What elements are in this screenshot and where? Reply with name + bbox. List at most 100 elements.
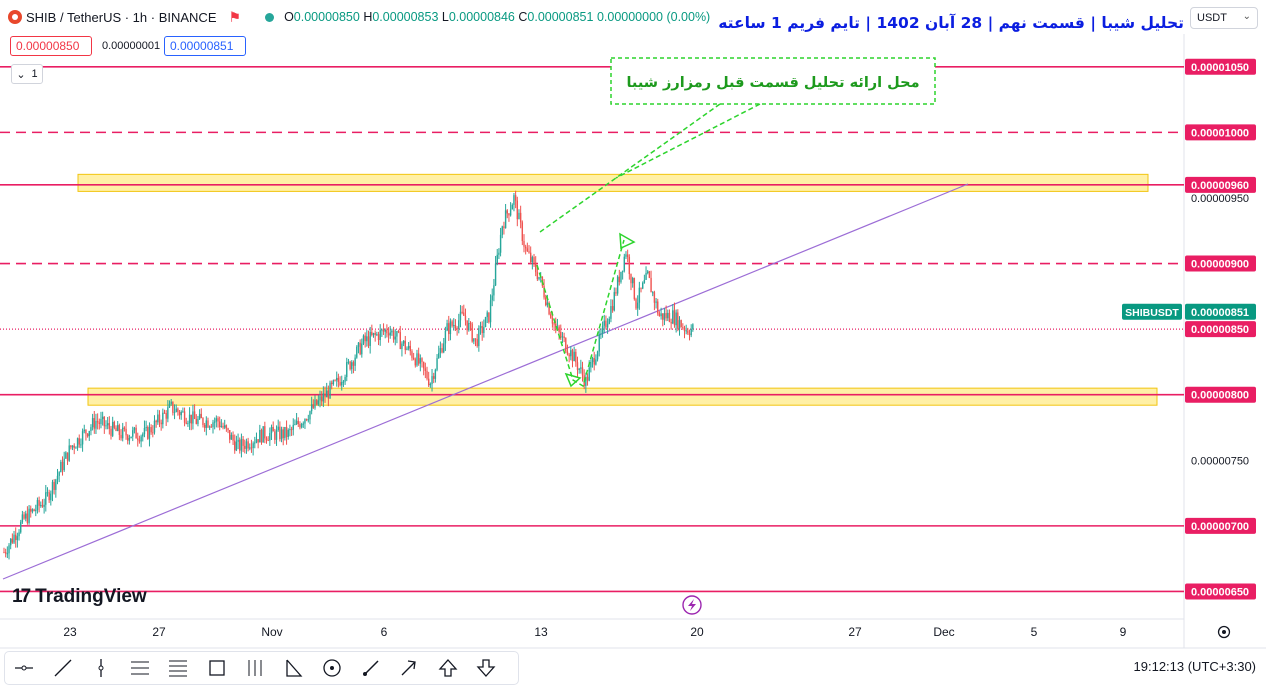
candle [675,309,677,333]
candle [647,269,649,275]
candle [274,428,276,444]
candle [563,332,565,343]
candle [38,496,40,513]
candle [568,352,570,363]
candle [245,438,248,454]
candle [322,386,325,408]
candle [280,426,283,443]
candle [230,432,233,440]
candle [327,385,330,407]
triangle-pattern-icon[interactable] [275,653,314,683]
arrow-down-icon[interactable] [467,653,506,683]
candle [608,316,610,325]
candle [653,290,656,311]
candle [299,421,301,430]
horizontal-ray-icon[interactable] [5,653,44,683]
support-resistance-zone[interactable] [77,173,1149,192]
vertical-line-icon[interactable] [82,653,121,683]
candle [635,297,637,310]
tradingview-logo[interactable]: 17 TradingView [12,586,147,608]
trend-line-icon[interactable] [44,653,83,683]
candle [224,419,226,430]
projection-path [536,239,625,388]
flag-icon[interactable]: ⚑ [228,8,242,25]
candle [40,501,42,508]
symbol-title[interactable]: SHIB / TetherUS · 1h · BINANCE [26,9,217,25]
candle [125,421,127,440]
fib-retracement-icon[interactable] [159,653,198,683]
candle [91,413,94,431]
clock-timezone[interactable]: 19:12:13 (UTC+3:30) [1133,659,1256,674]
candle [122,422,124,442]
candle [334,379,336,382]
rectangle-icon[interactable] [198,653,237,683]
svg-text:0.00000800: 0.00000800 [1191,390,1249,402]
candle [560,324,562,341]
candle [570,346,572,361]
candle [414,357,417,368]
candle [511,203,513,210]
settings-gear-icon[interactable] [1217,625,1231,639]
long-position-icon[interactable] [236,653,275,683]
candle [503,221,505,235]
candle [267,436,269,442]
candle [642,281,644,290]
parallel-channel-icon[interactable] [121,653,160,683]
candle [165,410,167,426]
candle [95,413,97,435]
x-axis-tick-label: 27 [152,625,166,639]
candle [339,376,341,387]
candle [173,404,176,420]
annotation-pointer-line-2 [615,103,761,179]
x-axis-tick-label: 27 [848,625,862,639]
candle [478,325,480,352]
support-resistance-zone[interactable] [87,387,1158,406]
candle [145,420,147,432]
candle [4,548,7,558]
candle [438,345,440,359]
candle [621,270,624,280]
sell-price-button[interactable]: 0.00000850 [10,36,92,56]
candle [143,420,146,438]
candle [51,479,54,502]
candle [300,422,303,429]
candle [678,316,681,336]
annotation-box[interactable] [610,57,936,105]
candle [448,315,450,341]
candle [295,412,298,426]
svg-text:0.00001000: 0.00001000 [1191,127,1249,139]
replay-icon[interactable] [682,595,702,615]
candle [404,335,406,355]
x-axis-tick-label: 20 [690,625,704,639]
candle [392,326,395,343]
candle [76,437,79,451]
buy-price-button[interactable]: 0.00000851 [164,36,246,56]
candle [344,374,346,385]
indicators-toggle-button[interactable]: ⌄ 1 [11,64,43,84]
arrow-up-icon[interactable] [429,653,468,683]
analysis-title: تحلیل شیبا | قسمت نهم | 28 آبان 1402 | ت… [718,14,1184,32]
candle [23,511,25,520]
candle [660,307,662,320]
candle [506,209,508,219]
currency-select[interactable]: USDT ⌄ [1190,7,1258,29]
chevron-down-icon: ⌄ [16,68,26,81]
candle [13,530,15,544]
arrow-icon[interactable] [390,653,429,683]
brush-icon[interactable] [352,653,391,683]
candle [262,426,264,443]
candle [331,380,333,390]
ascending-trendline[interactable] [2,183,969,580]
candle [658,311,661,317]
candle [361,338,363,358]
candle [9,538,12,550]
candle [195,414,197,425]
candle [147,425,149,440]
candle [593,351,595,371]
candle [504,203,507,229]
candle [83,424,85,434]
candle [71,445,74,451]
circle-icon[interactable] [313,653,352,683]
x-axis-tick-label: 23 [63,625,77,639]
